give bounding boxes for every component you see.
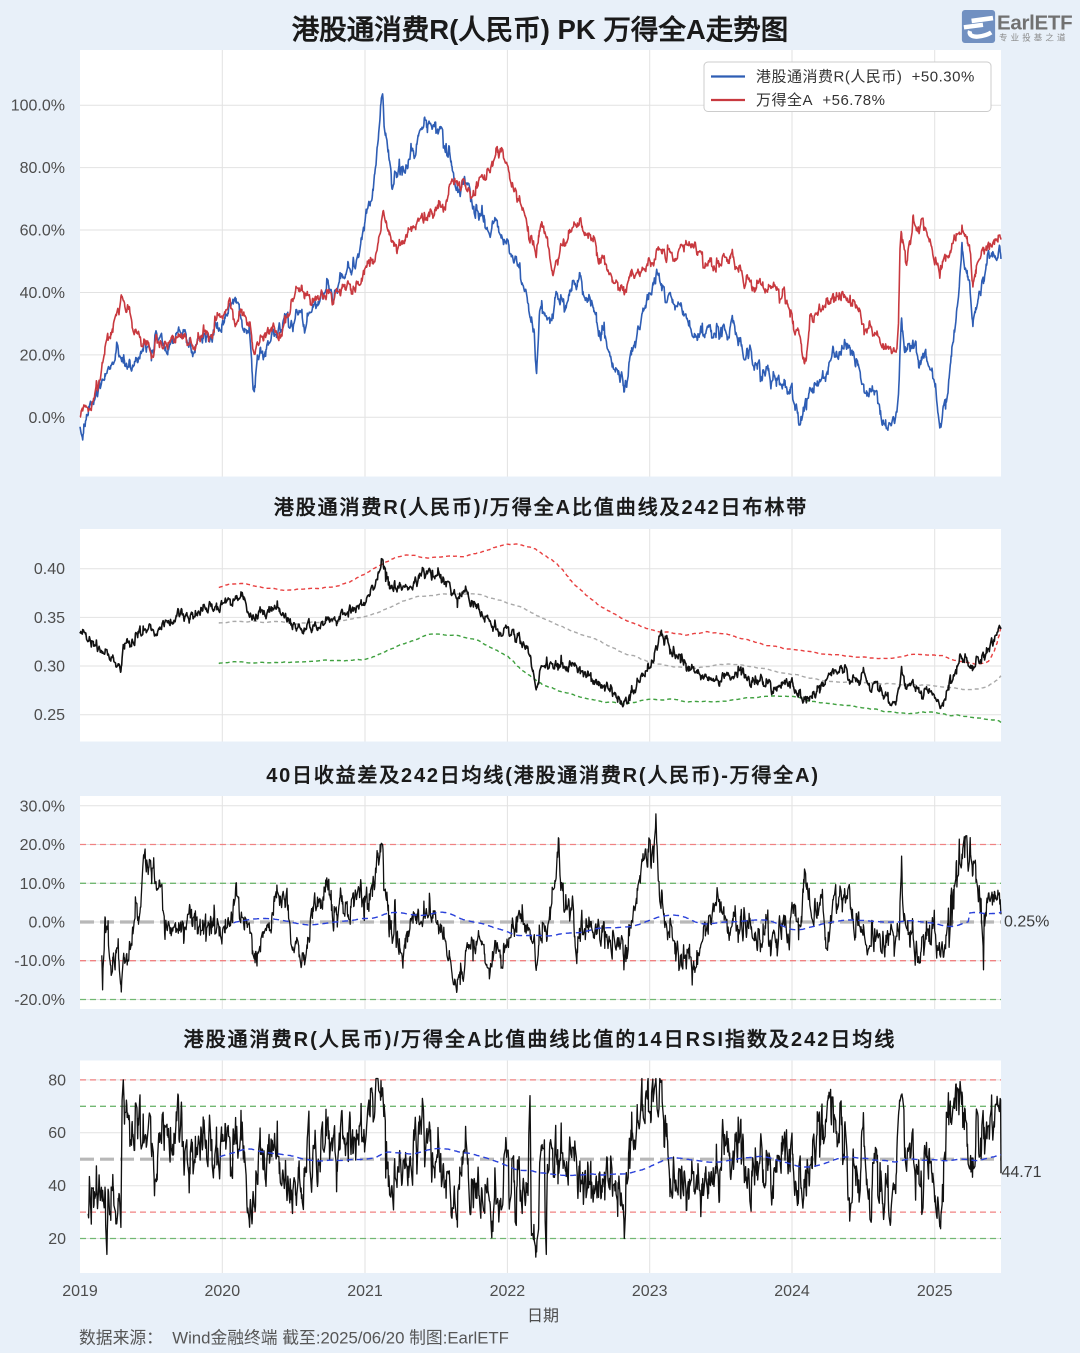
svg-text:EarlETF: EarlETF (997, 12, 1072, 35)
svg-text:港股通消费R(人民币)/万得全A比值曲线比值的14日RSI指: 港股通消费R(人民币)/万得全A比值曲线比值的14日RSI指数及242日均线 (184, 1027, 897, 1051)
svg-text:港股通消费R(人民币)/万得全A比值曲线及242日布林带: 港股通消费R(人民币)/万得全A比值曲线及242日布林带 (274, 495, 808, 519)
svg-text:数据来源： Wind金融终端 截至:2025/06/20: 数据来源： Wind金融终端 截至:2025/06/20 制图:EarlETF (79, 1329, 509, 1348)
svg-text:-20.0%: -20.0% (14, 992, 65, 1009)
svg-text:2023: 2023 (632, 1283, 668, 1300)
svg-text:60.0%: 60.0% (20, 223, 65, 240)
svg-text:2024: 2024 (774, 1283, 810, 1300)
svg-text:2020: 2020 (205, 1283, 241, 1300)
svg-text:40: 40 (48, 1178, 66, 1195)
svg-text:2025: 2025 (917, 1283, 953, 1300)
svg-text:2019: 2019 (62, 1283, 98, 1300)
svg-text:0.25%: 0.25% (1004, 913, 1049, 930)
svg-text:0.35: 0.35 (34, 610, 65, 627)
svg-text:0.25: 0.25 (34, 707, 65, 724)
svg-text:40日收益差及242日均线(港股通消费R(人民币)-万得全A: 40日收益差及242日均线(港股通消费R(人民币)-万得全A) (266, 763, 820, 787)
svg-text:80.0%: 80.0% (20, 160, 65, 177)
svg-text:日期: 日期 (527, 1307, 559, 1325)
svg-text:0.0%: 0.0% (29, 915, 65, 932)
svg-text:万得全A +56.78%: 万得全A +56.78% (756, 91, 885, 109)
svg-text:100.0%: 100.0% (11, 98, 65, 115)
svg-text:专业投基之道: 专业投基之道 (999, 33, 1069, 43)
svg-text:30.0%: 30.0% (20, 798, 65, 815)
svg-text:10.0%: 10.0% (20, 876, 65, 893)
svg-text:2022: 2022 (490, 1283, 526, 1300)
svg-text:0.30: 0.30 (34, 659, 65, 676)
svg-text:40.0%: 40.0% (20, 285, 65, 302)
svg-text:60: 60 (48, 1125, 66, 1142)
svg-text:20: 20 (48, 1231, 66, 1248)
svg-text:80: 80 (48, 1072, 66, 1089)
svg-text:港股通消费R(人民币) +50.30%: 港股通消费R(人民币) +50.30% (756, 69, 975, 86)
svg-text:0.40: 0.40 (34, 561, 65, 578)
svg-text:2021: 2021 (347, 1283, 383, 1300)
svg-text:-10.0%: -10.0% (14, 953, 65, 970)
svg-text:港股通消费R(人民币) PK 万得全A走势图: 港股通消费R(人民币) PK 万得全A走势图 (292, 14, 789, 45)
svg-text:0.0%: 0.0% (29, 410, 65, 427)
svg-text:44.71: 44.71 (1002, 1164, 1042, 1181)
svg-text:20.0%: 20.0% (20, 837, 65, 854)
svg-text:20.0%: 20.0% (20, 347, 65, 364)
